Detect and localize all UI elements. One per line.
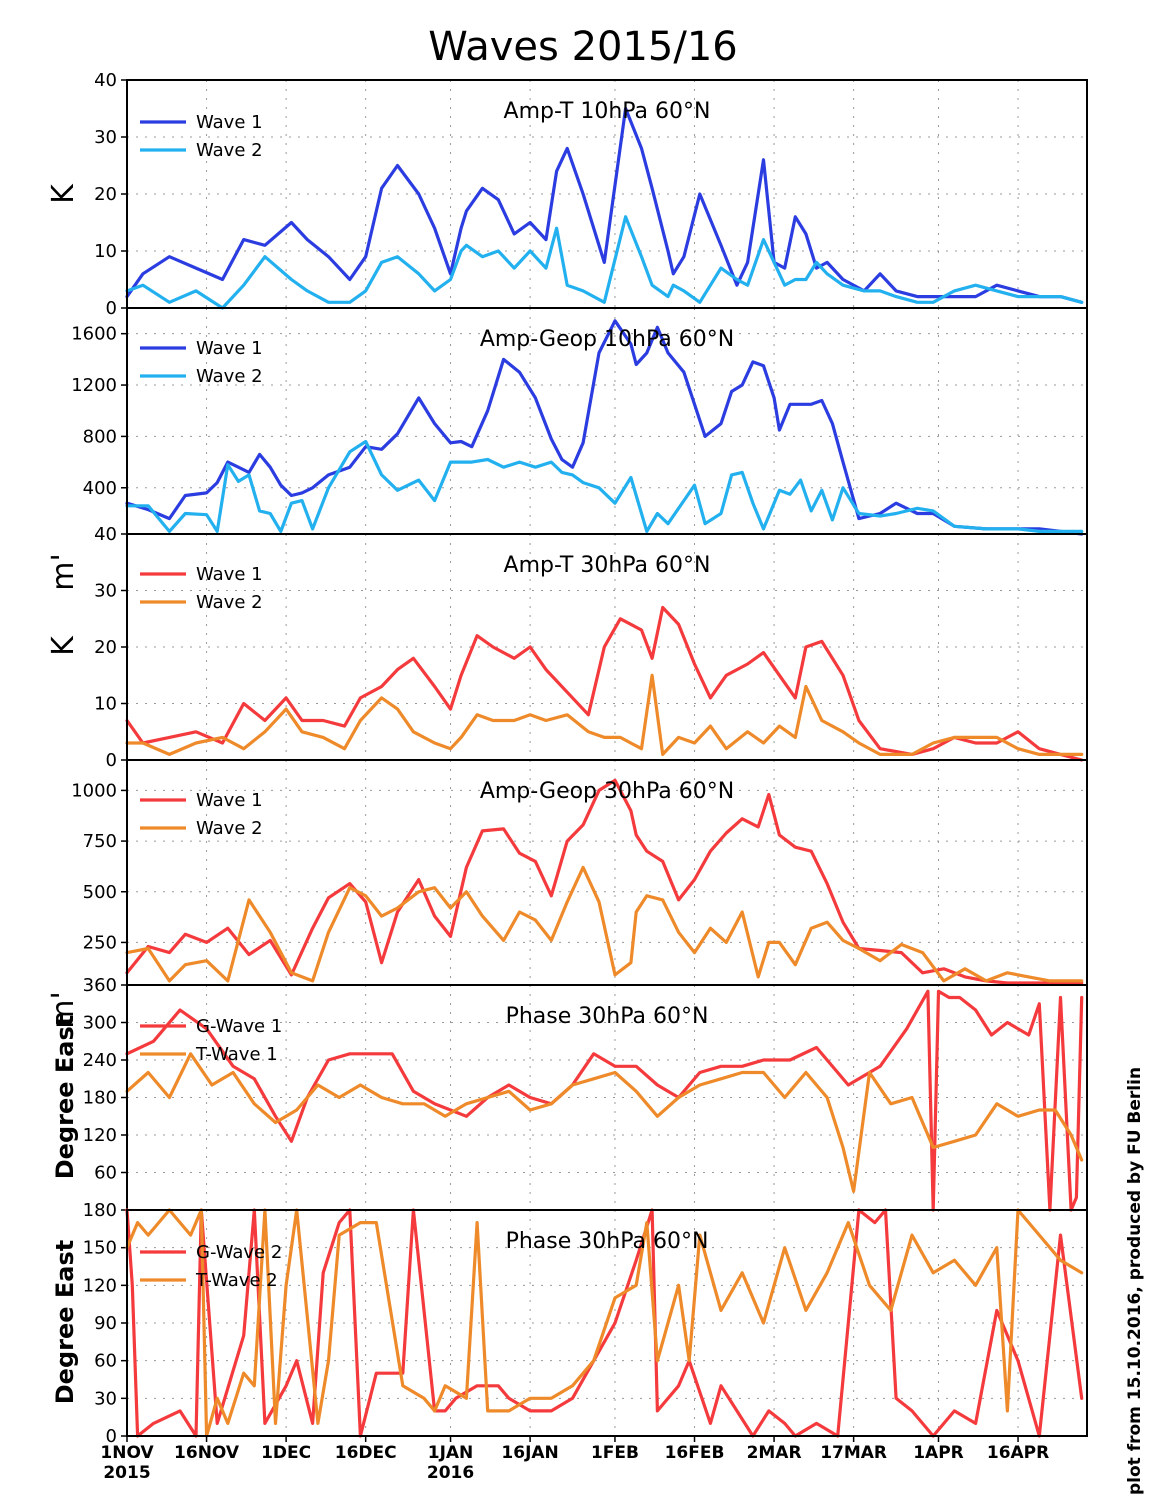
series-line-1 [125,989,1084,1212]
panel-title: Phase 30hPa 60°N [506,1229,709,1254]
ytick-label: 120 [83,1275,117,1296]
legend-label: Wave 1 [196,790,263,811]
ytick-label: 360 [83,975,117,996]
panel-5: 60 120 180 240 300 360 Phase 30hPa 60°N G-Wave … [51,975,1088,1212]
panel-title: Amp-T 30hPa 60°N [504,553,711,578]
ytick-label: 300 [83,1013,117,1034]
legend-label: G-Wave 1 [196,1016,282,1037]
series-line-1 [125,605,1084,762]
ytick-label: 40 [94,524,117,545]
series-line-1 [125,319,1084,536]
year-label: 2015 [103,1463,150,1483]
panel-2: 40 400 800 1200 1600 Amp-Geop 10hPa 60°N Wave … [46,307,1088,591]
ytick-label: 250 [83,932,117,953]
panel-title: Amp-Geop 30hPa 60°N [480,779,734,804]
ytick-label: 800 [83,426,117,447]
ytick-label: 30 [94,1388,117,1409]
y-axis-label: Degree East [51,1240,79,1404]
xtick-label: 17MAR [820,1443,887,1463]
ytick-label: 10 [94,694,117,715]
ytick-label: 60 [94,1163,117,1184]
panel-1: 0 10 20 30 40 Amp-T 10hPa 60°N Wave 1 Wave 2 K [46,70,1088,319]
ytick-label: 90 [94,1313,117,1334]
panel-frame [126,1209,1088,1437]
y-axis-label: m' [46,553,81,590]
ytick-label: 0 [106,298,117,319]
ytick-label: 10 [94,241,117,262]
ytick-label: 180 [83,1088,117,1109]
legend-label: T-Wave 2 [195,1270,278,1291]
series-line-2 [125,865,1084,983]
ytick-label: 1000 [71,780,117,801]
xtick-label: 1APR [913,1443,964,1463]
y-axis-label: K [46,635,81,656]
ytick-label: 30 [94,581,117,602]
ytick-label: 30 [94,127,117,148]
xtick-label: 16JAN [501,1443,558,1463]
series-line-1 [125,106,1084,304]
panel-4: 250 500 750 1000 Amp-Geop 30hPa 60°N Wave 1 Wa… [46,759,1088,1029]
xtick-label: 16NOV [174,1443,240,1463]
legend-label: Wave 2 [196,592,263,613]
legend-label: Wave 2 [196,818,263,839]
ytick-label: 0 [106,1426,117,1447]
series-line-2 [125,1208,1084,1438]
xtick-label: 1NOV [100,1443,154,1463]
credit-text: plot from 15.10.2016, produced by FU Ber… [1125,1067,1145,1495]
ytick-label: 150 [83,1238,117,1259]
year-label: 2016 [427,1463,474,1483]
xtick-label: 1JAN [428,1443,474,1463]
ytick-label: 20 [94,184,117,205]
ytick-label: 40 [94,70,117,91]
ytick-label: 0 [106,750,117,771]
series-line-2 [125,439,1084,534]
y-axis-label: K [46,183,81,204]
xtick-label: 16APR [987,1443,1049,1463]
ytick-label: 180 [83,1200,117,1221]
ytick-label: 1600 [71,324,117,345]
series-line-2 [125,1052,1084,1193]
ytick-label: 60 [94,1351,117,1372]
xtick-label: 16FEB [665,1443,725,1463]
ytick-label: 750 [83,831,117,852]
figure-title: Waves 2015/16 [428,24,738,70]
series-line-2 [125,215,1084,310]
panel-title: Amp-T 10hPa 60°N [504,99,711,124]
ytick-label: 120 [83,1125,117,1146]
legend-label: Wave 1 [196,112,263,133]
ytick-label: 500 [83,882,117,903]
xtick-label: 2MAR [747,1443,802,1463]
legend-label: Wave 2 [196,366,263,387]
y-axis-label: m' [46,991,81,1028]
legend-label: Wave 1 [196,338,263,359]
xtick-label: 1FEB [591,1443,639,1463]
ytick-label: 20 [94,637,117,658]
legend-label: G-Wave 2 [196,1242,282,1263]
xtick-label: 1DEC [261,1443,311,1463]
legend-label: Wave 1 [196,564,263,585]
legend-label: T-Wave 1 [195,1044,278,1065]
legend-label: Wave 2 [196,140,263,161]
series-line-2 [125,673,1084,757]
panel-title: Amp-Geop 10hPa 60°N [480,327,734,352]
ytick-label: 1200 [71,375,117,396]
xtick-label: 16DEC [335,1443,397,1463]
series-line-1 [125,778,1084,985]
ytick-label: 240 [83,1050,117,1071]
panels-group: 0 10 20 30 40 Amp-T 10hPa 60°N Wave 1 Wave 2 K 40… [46,70,1088,1447]
x-axis: 1NOV 16NOV 1DEC 16DEC 1JAN 16JAN 1FEB 16FEB 2MAR… [100,1436,1049,1483]
panel-title: Phase 30hPa 60°N [506,1004,709,1029]
panel-6: 0 30 60 90 120 150 180 Phase 30hPa 60°N G-Wave 2… [51,1200,1088,1447]
ytick-label: 400 [83,478,117,499]
panel-3: 0 10 20 30 Amp-T 30hPa 60°N Wave 1 Wave 2 K [46,533,1088,771]
y-axis-label: Degree East [51,1015,79,1179]
